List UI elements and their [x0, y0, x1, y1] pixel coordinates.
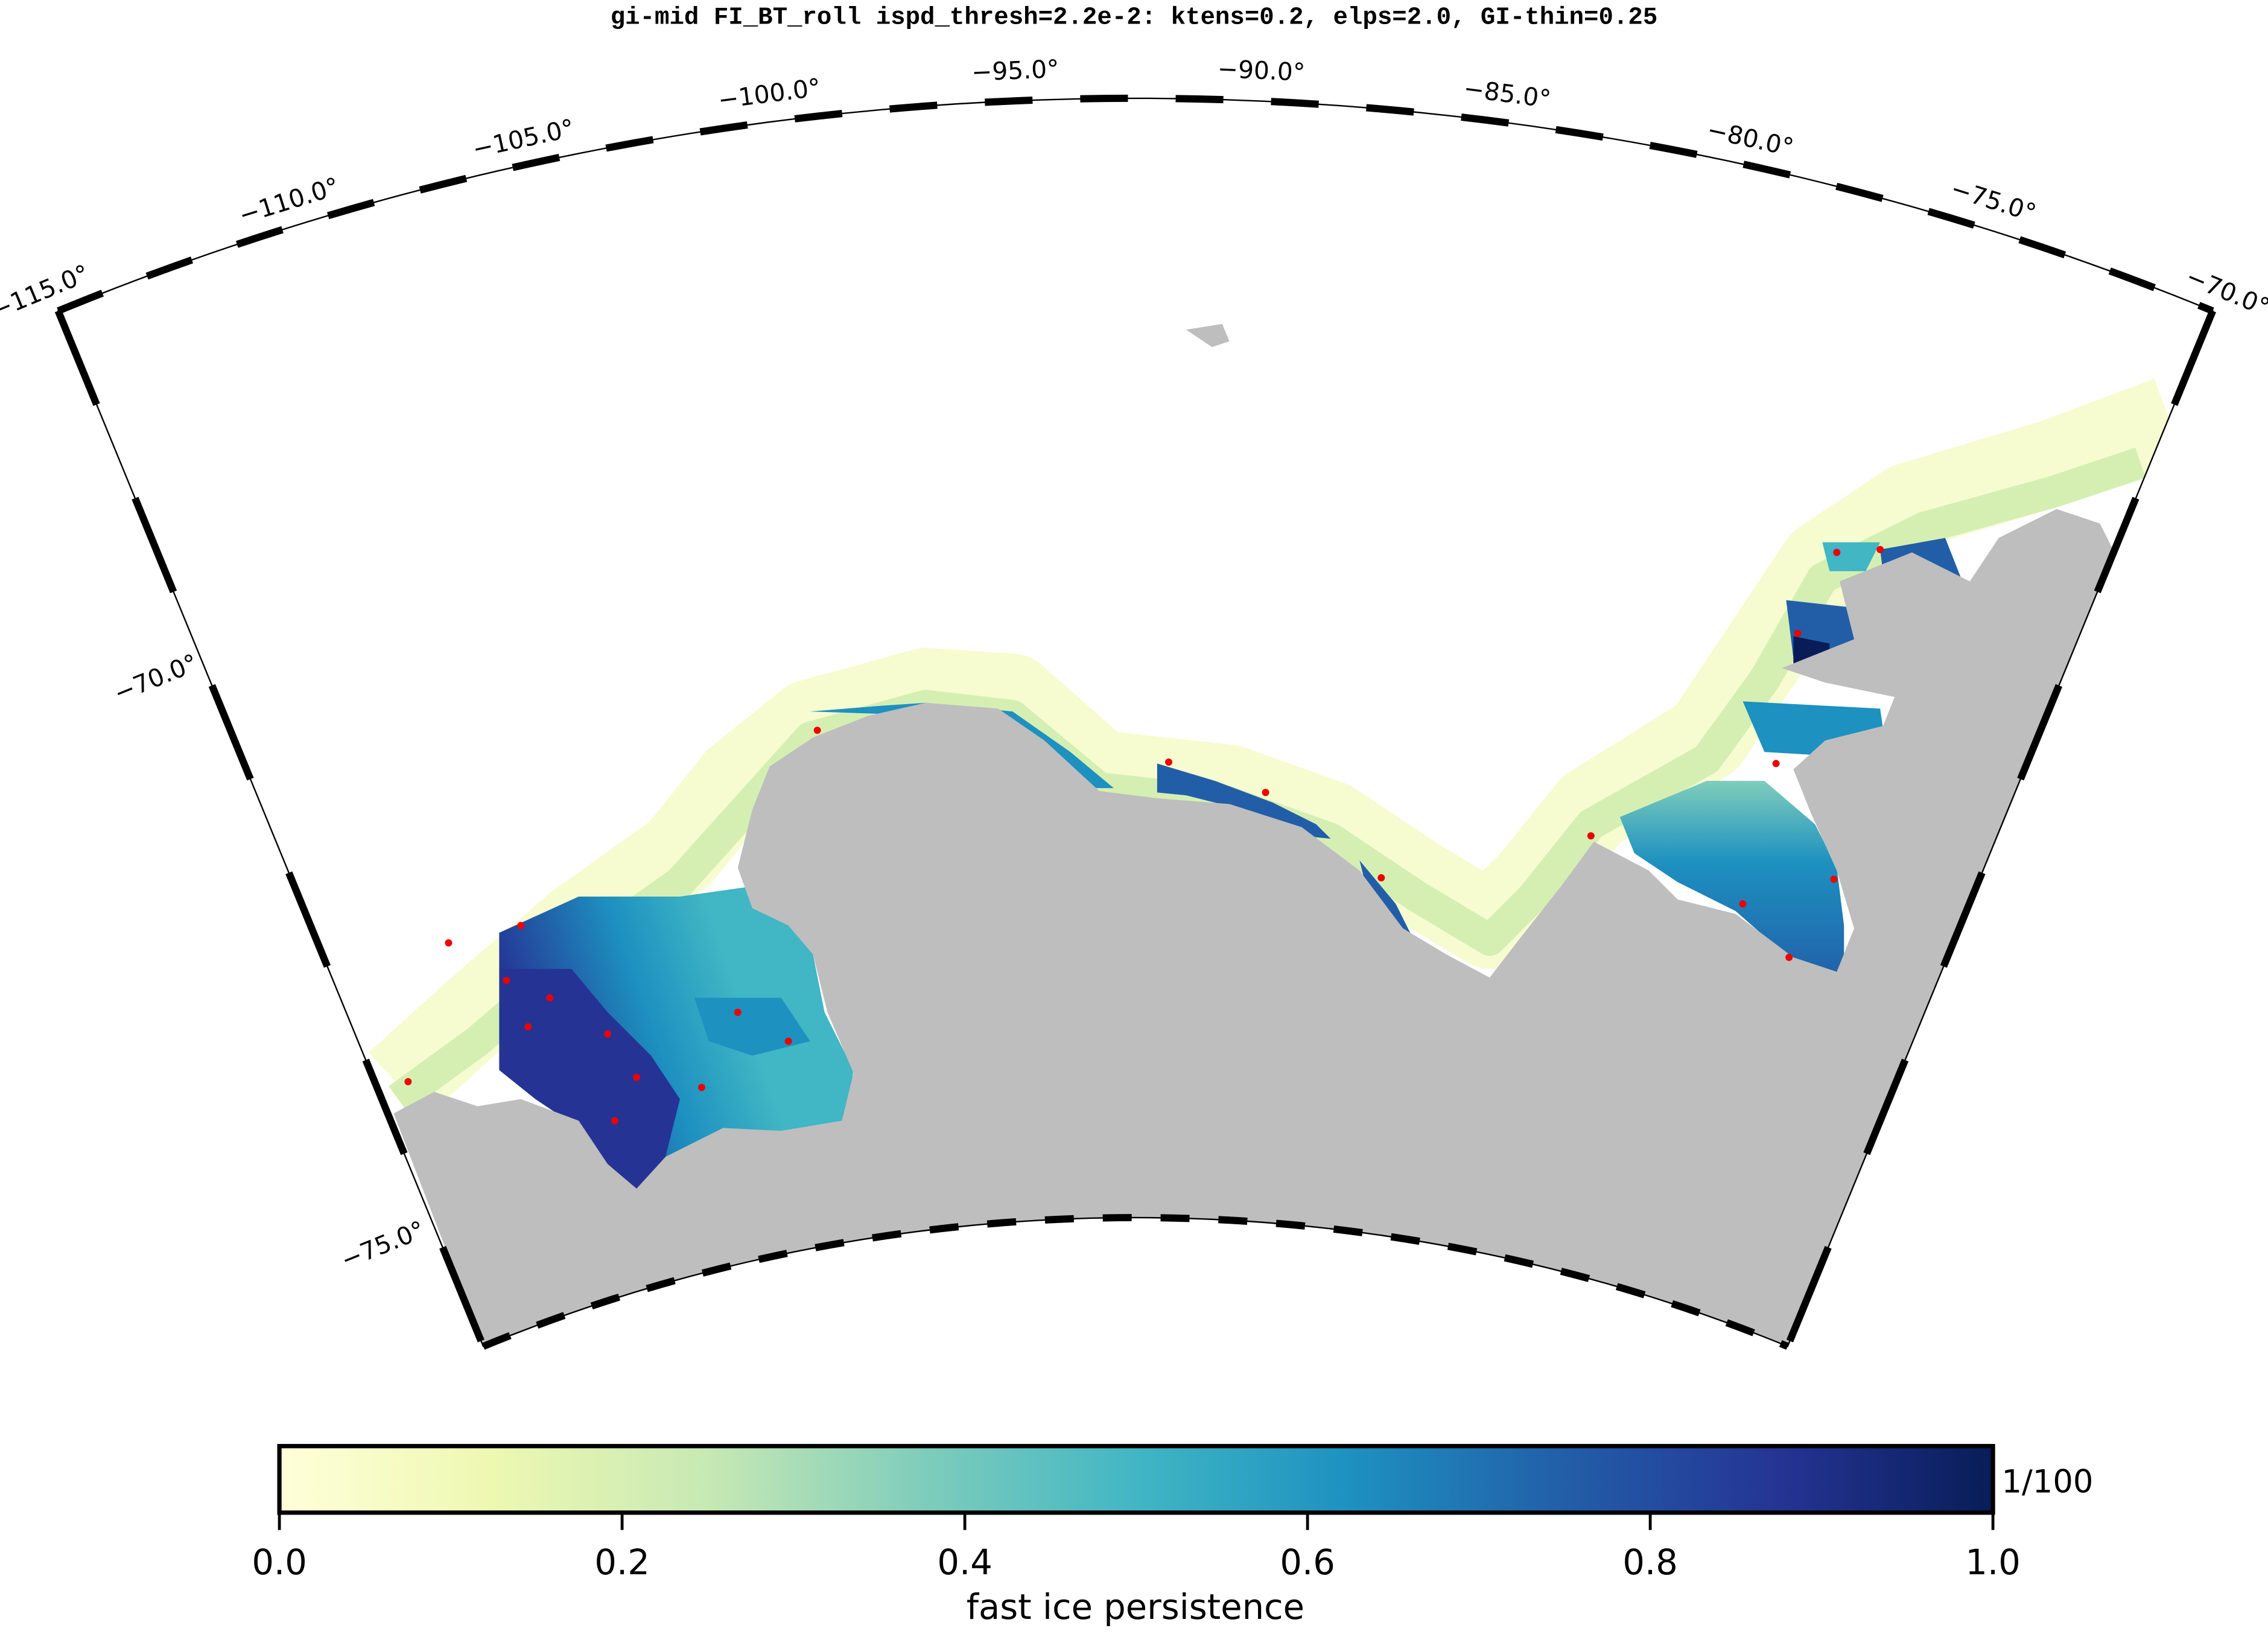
lon-label: −80.0°	[1704, 115, 1796, 162]
lon-label: −105.0°	[470, 113, 577, 164]
lon-label: −90.0°	[1217, 54, 1306, 87]
lat-label: −75.0°	[337, 1215, 429, 1275]
title: gi-mid FI_BT_roll ispd_thresh=2.2e-2: kt…	[611, 4, 1658, 32]
lon-label: −95.0°	[971, 54, 1059, 87]
colorbar-unit: 1/100	[2001, 1464, 2093, 1501]
lon-label: −85.0°	[1462, 74, 1552, 113]
colorbar-label: fast ice persistence	[967, 1587, 1304, 1627]
colorbar-tick-label: 1.0	[1965, 1542, 2020, 1583]
colorbar	[277, 1444, 1995, 1515]
colorbar-tick-label: 0.4	[937, 1542, 992, 1583]
colorbar-tick-label: 0.6	[1280, 1542, 1335, 1583]
lon-label: −100.0°	[716, 72, 822, 114]
colorbar-tick-label: 0.0	[252, 1542, 307, 1583]
map-area	[58, 98, 2213, 1347]
lat-label: −70.0°	[110, 648, 202, 708]
map-frame	[54, 94, 2216, 1350]
colorbar-tick-label: 0.2	[594, 1542, 649, 1583]
colorbar-tick-label: 0.8	[1622, 1542, 1677, 1583]
